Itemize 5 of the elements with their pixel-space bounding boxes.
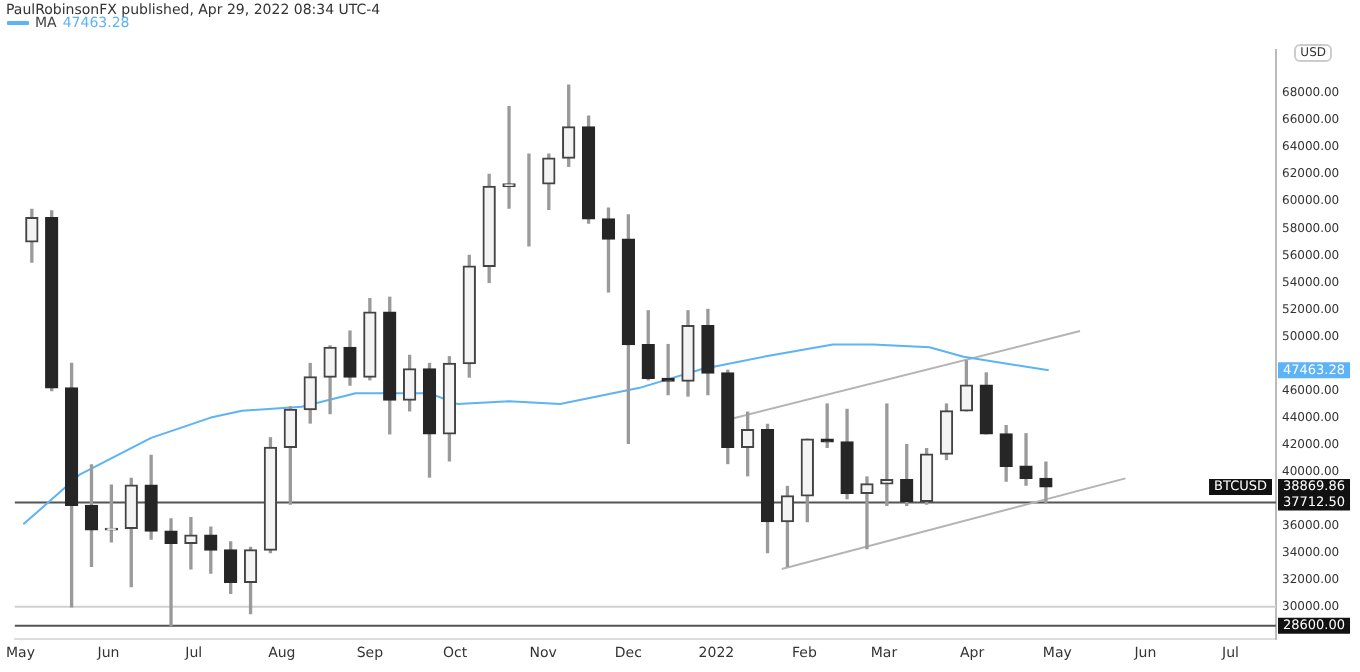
candlestick <box>502 106 516 209</box>
candlestick <box>1019 433 1033 486</box>
candlestick <box>164 518 178 627</box>
candlestick <box>184 516 198 570</box>
candlestick <box>860 476 874 550</box>
